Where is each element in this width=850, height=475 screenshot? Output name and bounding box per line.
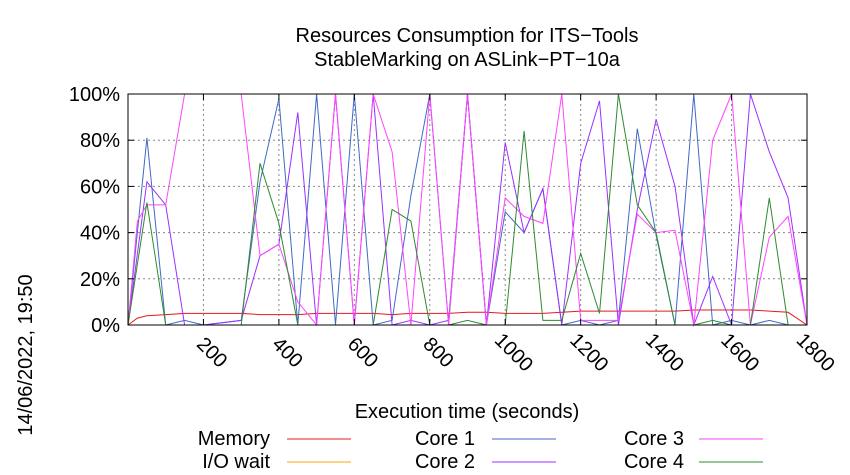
grid-lines: [128, 94, 807, 325]
series-lines: [127, 93, 808, 327]
x-tick-label: 1800: [792, 329, 839, 376]
series-line-core-4: [127, 93, 807, 326]
legend-label: I/O wait: [202, 451, 270, 473]
chart-title: Resources Consumption for ITS−Tools: [296, 25, 639, 47]
series-line-core-3: [127, 93, 808, 327]
x-tick-label: 1000: [490, 329, 537, 376]
y-tick-label: 0%: [91, 315, 120, 337]
x-tick-label: 1200: [565, 329, 612, 376]
y-tick-label: 80%: [80, 130, 120, 152]
x-axis-label: Execution time (seconds): [355, 401, 580, 423]
x-tick-label: 200: [192, 333, 231, 372]
x-tick-label: 1400: [641, 329, 688, 376]
side-timestamp: 14/06/2022, 19:50: [15, 274, 37, 435]
chart-subtitle: StableMarking on ASLink−PT−10a: [314, 49, 621, 71]
x-tick-label: 800: [418, 333, 457, 372]
legend-label: Core 4: [624, 451, 684, 473]
y-tick-label: 20%: [80, 269, 120, 291]
y-tick-label: 60%: [80, 176, 120, 198]
y-axis: 0% 20% 40% 60% 80% 100%: [69, 84, 807, 337]
legend-label: Memory: [198, 428, 270, 450]
legend-label: Core 2: [415, 451, 475, 473]
x-axis: 200 400 600 800 1000 1200 1400 1600 1800: [192, 94, 839, 376]
plot-frame: [127, 93, 808, 326]
y-tick-label: 40%: [80, 223, 120, 245]
legend-label: Core 3: [624, 428, 684, 450]
y-tick-label: 100%: [69, 84, 120, 106]
x-tick-label: 600: [343, 333, 382, 372]
legend-label: Core 1: [415, 428, 475, 450]
x-tick-label: 400: [268, 333, 307, 372]
x-tick-label: 1600: [716, 329, 763, 376]
